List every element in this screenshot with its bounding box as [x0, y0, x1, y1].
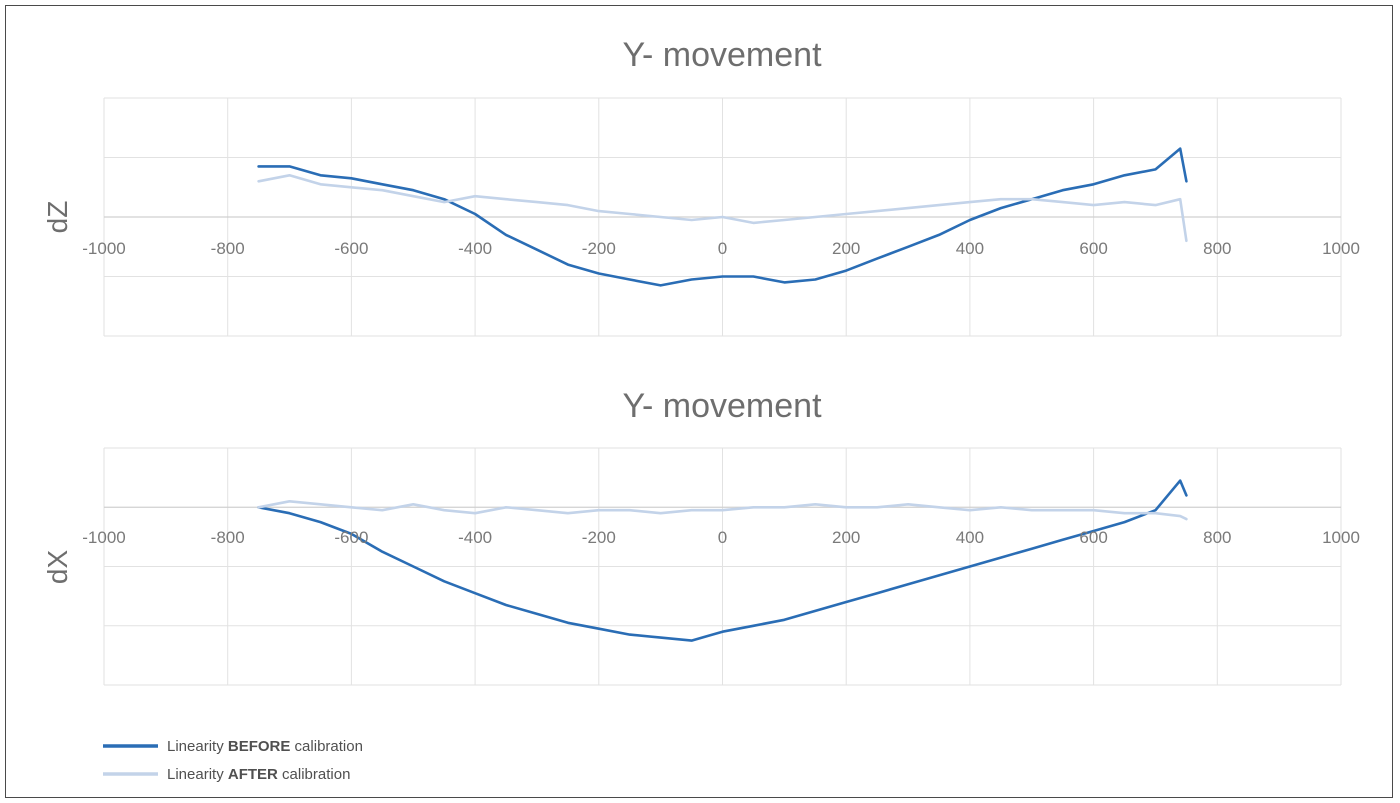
chart-panel-dz: Y- movement dZ -1000 -800 -600 -400 -200 0 200…: [42, 36, 1360, 337]
x-tick-label: -400: [458, 239, 492, 258]
x-tick-label: 0: [718, 239, 727, 258]
x-tick-label: 600: [1079, 239, 1107, 258]
x-tick-label: -1000: [82, 239, 125, 258]
legend-item-before: Linearity BEFORE calibration: [103, 738, 363, 755]
x-tick-label: -200: [582, 528, 616, 547]
legend-label: Linearity BEFORE calibration: [167, 738, 363, 755]
series-line-before: [257, 147, 1188, 287]
y-axis-label: dZ: [42, 201, 73, 234]
chart-title: Y- movement: [622, 387, 822, 425]
series-line-after: [257, 499, 1188, 521]
x-tick-label: -600: [334, 528, 368, 547]
chart-panel-dx: Y- movement dX -1000 -800 -600 -400 -200 0 200…: [42, 387, 1360, 686]
x-tick-label: -600: [334, 239, 368, 258]
x-tick-label: 1000: [1322, 528, 1360, 547]
x-tick-label: 400: [956, 239, 984, 258]
x-tick-label: -200: [582, 239, 616, 258]
x-tick-label: 200: [832, 528, 860, 547]
x-tick-label: -400: [458, 528, 492, 547]
legend-item-after: Linearity AFTER calibration: [103, 766, 350, 783]
gridlines: [103, 447, 1342, 686]
x-tick-label: 800: [1203, 528, 1231, 547]
x-tick-label: 200: [832, 239, 860, 258]
x-tick-label: 0: [718, 528, 727, 547]
x-tick-label: -800: [211, 528, 245, 547]
gridlines: [103, 97, 1342, 337]
y-axis-label: dX: [42, 550, 73, 585]
x-tick-label: -1000: [82, 528, 125, 547]
series-line-before: [257, 479, 1188, 642]
x-tick-label: 800: [1203, 239, 1231, 258]
legend: Linearity BEFORE calibration Linearity A…: [103, 738, 363, 783]
chart-title: Y- movement: [622, 36, 822, 74]
x-tick-label: 1000: [1322, 239, 1360, 258]
figure-frame: [5, 5, 1393, 798]
x-tick-label: 600: [1079, 528, 1107, 547]
legend-label: Linearity AFTER calibration: [167, 766, 350, 783]
x-tick-label: 400: [956, 528, 984, 547]
x-tick-label: -800: [211, 239, 245, 258]
series-line-after: [257, 174, 1188, 243]
